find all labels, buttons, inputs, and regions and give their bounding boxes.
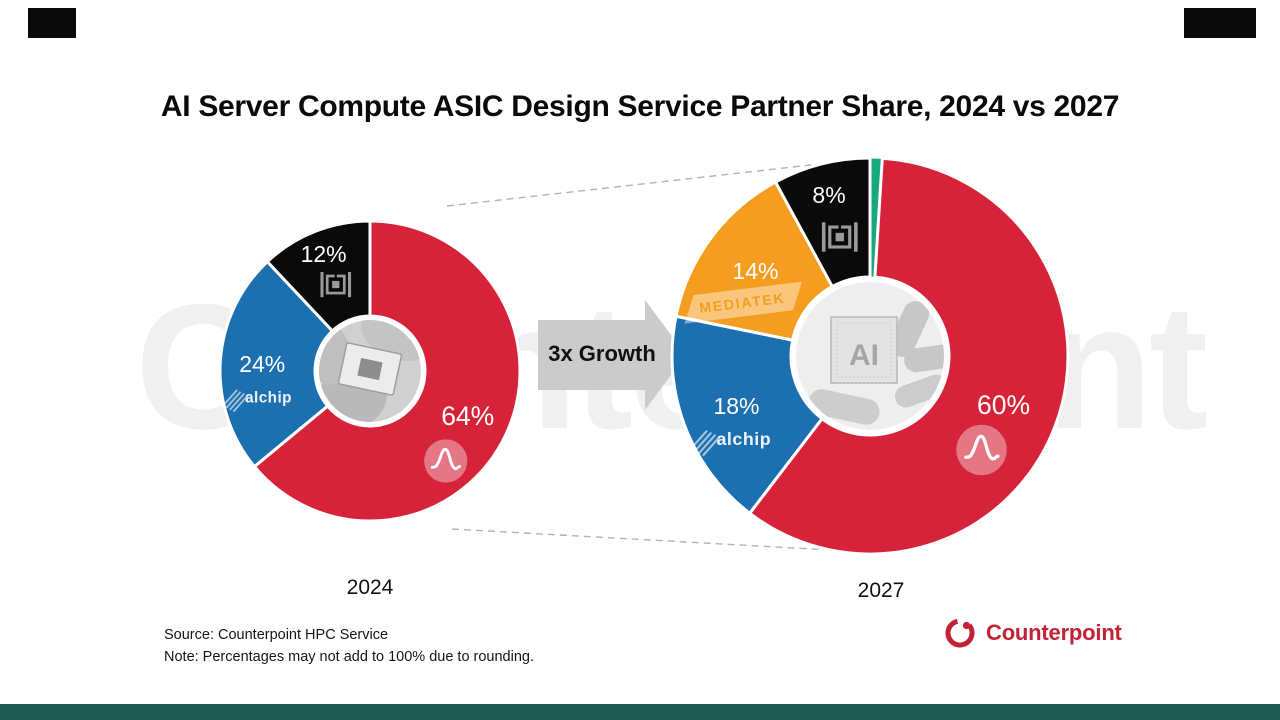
guc-logo-icon — [320, 271, 352, 298]
alchip-logo-icon: alchip — [221, 389, 292, 413]
growth-arrow-label: 3x Growth — [548, 341, 656, 366]
footer-accent-bar — [0, 704, 1280, 720]
ai-chip-label: AI — [849, 339, 879, 372]
broadcom-pulse-logo-icon — [956, 424, 1007, 476]
segment-value-label: 64% — [441, 401, 494, 431]
segment-value-label: 18% — [713, 393, 759, 419]
zoom-cone-line-top — [446, 160, 847, 207]
segment-value-label: 14% — [732, 258, 778, 284]
segment-value-label: 24% — [239, 351, 285, 377]
slide-corner-accent-right — [1184, 8, 1256, 38]
donut-2024: 64% 24% alchip 12% — [218, 219, 522, 523]
brand-name: Counterpoint — [986, 620, 1122, 645]
alchip-logo-icon: alchip — [689, 429, 771, 457]
mediatek-logo-icon: MEDIATEK — [684, 281, 803, 324]
donut-2024-segment-broadcom — [252, 219, 522, 523]
slide-corner-accent-left — [28, 8, 76, 38]
svg-text:alchip: alchip — [716, 429, 771, 449]
source-text: Source: Counterpoint HPC Service — [164, 627, 389, 643]
guc-logo-icon — [821, 222, 858, 252]
zoom-cone-line-bottom — [451, 528, 849, 552]
counterpoint-mark-icon — [945, 618, 975, 648]
segment-value-label: 60% — [977, 390, 1030, 420]
segment-value-label: 12% — [301, 241, 347, 267]
note-text: Note: Percentages may not add to 100% du… — [164, 648, 534, 665]
svg-text:alchip: alchip — [245, 390, 292, 407]
segment-value-label: 8% — [812, 182, 845, 208]
year-label-2024: 2024 — [346, 576, 394, 599]
donut-2027: AI 60% 18% alchip 14%MEDIATEK 8% — [670, 156, 1070, 556]
growth-arrow — [538, 300, 686, 410]
footnote: Source: Counterpoint HPC Service Note: P… — [164, 625, 534, 668]
page-title: AI Server Compute ASIC Design Service Pa… — [160, 90, 1120, 124]
ai-chip-photo-2027: AI — [796, 282, 944, 430]
counterpoint-logo: Counterpoint — [943, 616, 1122, 650]
year-label-2027: 2027 — [857, 579, 905, 602]
broadcom-pulse-logo-icon — [424, 439, 468, 483]
